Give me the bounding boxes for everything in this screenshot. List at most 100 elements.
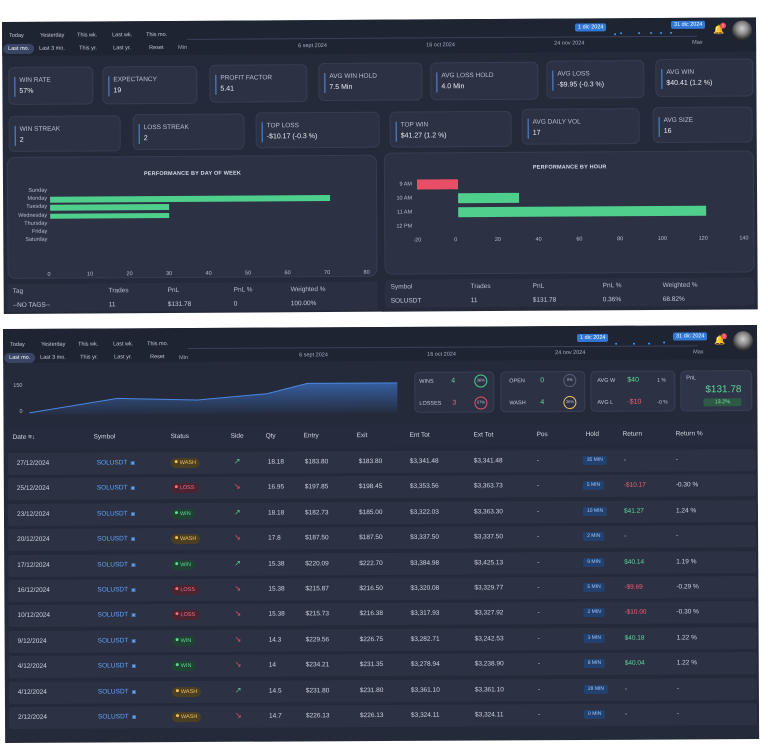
qty-column-header[interactable]: Qty xyxy=(265,432,276,440)
range-this-week-button[interactable]: This wk. xyxy=(78,341,99,348)
timeline-track[interactable] xyxy=(187,35,698,40)
return-column-header[interactable]: Return xyxy=(622,430,643,438)
return-pct-cell: 1.22 % xyxy=(676,634,697,642)
pnl-header: PnL xyxy=(532,282,545,290)
range-last-3-months-button[interactable]: Last 3 mo. xyxy=(40,354,66,361)
return-pct-column-header[interactable]: Return % xyxy=(675,430,703,438)
symbol-link[interactable]: SOLUSDT ▣ xyxy=(97,586,135,593)
chart-link-icon[interactable]: ▣ xyxy=(130,511,136,518)
avatar[interactable] xyxy=(733,331,754,352)
range-this-year-button[interactable]: This yr. xyxy=(80,354,98,361)
table-row[interactable]: 9/12/2024 SOLUSDT ▣ WIN ↘ 14.3 $229.56 $226.75 $… xyxy=(8,626,757,653)
symbol-link[interactable]: SOLUSDT ▣ xyxy=(97,510,135,517)
chart-link-icon[interactable]: ▣ xyxy=(131,612,136,619)
range-last-month-button[interactable]: Last mo. xyxy=(4,352,36,363)
symbol-link[interactable]: SOLUSDT ▣ xyxy=(98,662,137,670)
entry-cell: $215.73 xyxy=(305,610,330,618)
range-yesterday-button[interactable]: Yesterday xyxy=(41,341,66,348)
tag-header: Tag xyxy=(12,287,24,295)
avg-win-loss-card: AVG W $40 1 % AVG L -$10 -0 % xyxy=(590,370,676,412)
table-row[interactable]: 16/12/2024 SOLUSDT ▣ LOSS ↘ 15.38 $215.87 $216.… xyxy=(8,576,757,602)
open-wash-card: OPEN 0 0% WASH 4 36% xyxy=(500,370,586,413)
card-accent xyxy=(527,118,529,139)
metric-card: AVG SIZE 16 xyxy=(652,106,753,144)
range-last-month-button[interactable]: Last mo. xyxy=(3,43,35,54)
table-row[interactable]: 4/12/2024 SOLUSDT ▣ WIN ↘ 14 $234.21 $231.35 $3,… xyxy=(8,652,757,679)
hour-label: 11 AM xyxy=(396,209,413,216)
chart-link-icon[interactable]: ▣ xyxy=(130,460,136,467)
table-row[interactable]: 17/12/2024 SOLUSDT ▣ WIN ↗ 15.38 $220.09 $222.7… xyxy=(8,550,757,577)
entry-total-column-header[interactable]: Ent Tot xyxy=(409,431,430,439)
table-row[interactable]: 25/12/2024 SOLUSDT ▣ LOSS ↘ 16.95 $197.85 $198.… xyxy=(7,474,756,501)
symbol-link[interactable]: SOLUSDT ▣ xyxy=(98,688,136,695)
range-yesterday-button[interactable]: Yesterday xyxy=(40,32,65,39)
date-cell: 20/12/2024 xyxy=(17,535,50,544)
range-last-year-button[interactable]: Last yr. xyxy=(113,45,131,52)
chart-link-icon[interactable]: ▣ xyxy=(130,561,136,568)
side-column-header[interactable]: Side xyxy=(230,432,244,440)
chart-link-icon[interactable]: ▣ xyxy=(131,688,137,695)
table-row[interactable]: 4/12/2024 SOLUSDT ▣ WASH ↗ 14.5 $231.80 $231.80… xyxy=(8,677,757,704)
table-row[interactable]: 2/12/2024 SOLUSDT ▣ WASH ↘ 14.7 $226.13 $226.13… xyxy=(8,703,758,729)
table-row[interactable]: 20/12/2024 SOLUSDT ▣ WASH ↘ 17.8 $187.50 $187.5… xyxy=(8,525,757,552)
exit-total-column-header[interactable]: Ext Tot xyxy=(473,431,494,439)
range-this-year-button[interactable]: This yr. xyxy=(79,45,97,52)
exit-total-cell: $3,363.30 xyxy=(473,508,503,516)
trend-down-icon: ↘ xyxy=(234,583,242,593)
symbol-link[interactable]: SOLUSDT ▣ xyxy=(98,637,136,644)
date-column-header[interactable]: Date ≡↓ xyxy=(13,434,36,441)
chart-link-icon[interactable]: ▣ xyxy=(131,714,137,721)
trend-down-icon: ↘ xyxy=(234,609,242,619)
return-pct-cell: -0.30 % xyxy=(675,481,699,489)
pos-column-header[interactable]: Pos xyxy=(536,431,548,439)
range-last-year-button[interactable]: Last yr. xyxy=(114,354,132,361)
avatar[interactable] xyxy=(732,20,753,41)
chart-link-icon[interactable]: ▣ xyxy=(131,587,136,594)
range-this-week-button[interactable]: This wk. xyxy=(77,32,98,39)
symbol-label: SOLUSDT xyxy=(96,484,128,492)
return-pct-cell: - xyxy=(677,710,680,718)
reset-button[interactable]: Reset xyxy=(150,354,165,361)
table-row[interactable]: 27/12/2024 SOLUSDT ▣ WASH ↗ 18.18 $183.80 $183.… xyxy=(7,449,756,475)
sort-icon[interactable]: ≡↓ xyxy=(28,433,36,441)
timeline-end-handle[interactable]: 31 dic 2024 xyxy=(673,332,708,341)
metric-label: LOSS STREAK xyxy=(143,123,189,132)
timeline-start-handle[interactable]: 1 dic 2024 xyxy=(575,23,607,32)
symbol-link[interactable]: SOLUSDT ▣ xyxy=(98,713,136,720)
range-last-week-button[interactable]: Last wk. xyxy=(112,32,133,39)
chart-link-icon[interactable]: ▣ xyxy=(131,663,137,670)
day-label: Friday xyxy=(31,228,48,235)
date-cell: 2/12/2024 xyxy=(18,713,47,721)
status-column-header[interactable]: Status xyxy=(170,433,190,441)
symbol-link[interactable]: SOLUSDT ▣ xyxy=(97,535,136,543)
timeline-end-handle[interactable]: 31 dic 2024 xyxy=(671,20,706,29)
symbol-column-header[interactable]: Symbol xyxy=(93,433,116,441)
reset-button[interactable]: Reset xyxy=(149,45,164,52)
symbol-link[interactable]: SOLUSDT ▣ xyxy=(97,459,135,466)
table-row[interactable]: 23/12/2024 SOLUSDT ▣ WIN ↗ 18.18 $182.73 $185.0… xyxy=(7,499,757,526)
chart-link-icon[interactable]: ▣ xyxy=(131,638,137,645)
chart-link-icon[interactable]: ▣ xyxy=(130,536,136,543)
range-today-button[interactable]: Today xyxy=(9,32,24,39)
range-last-3-months-button[interactable]: Last 3 mo. xyxy=(39,45,65,52)
x-tick: 30 xyxy=(166,271,173,278)
symbol-link[interactable]: SOLUSDT ▣ xyxy=(97,561,135,568)
table-row[interactable]: 10/12/2024 SOLUSDT ▣ LOSS ↘ 15.38 $215.73 $216.… xyxy=(8,601,757,628)
entry-column-header[interactable]: Entry xyxy=(303,432,319,440)
range-today-button[interactable]: Today xyxy=(10,341,25,348)
exit-total-cell: $3,341.48 xyxy=(473,457,503,465)
losses-label: LOSSES xyxy=(419,400,442,407)
status-badge: WIN xyxy=(170,508,195,519)
timeline-marker xyxy=(648,342,651,345)
timeline-start-handle[interactable]: 1 dic 2024 xyxy=(577,333,609,342)
range-last-week-button[interactable]: Last wk. xyxy=(113,341,134,348)
range-this-month-button[interactable]: This mo. xyxy=(147,341,169,348)
symbol-link[interactable]: SOLUSDT ▣ xyxy=(97,485,135,492)
symbol-link[interactable]: SOLUSDT ▣ xyxy=(97,612,135,619)
range-this-month-button[interactable]: This mo. xyxy=(146,31,168,39)
exit-column-header[interactable]: Exit xyxy=(356,432,368,440)
timeline-track[interactable] xyxy=(188,345,699,350)
hold-column-header[interactable]: Hold xyxy=(585,430,599,438)
return-cell: -$10.17 xyxy=(623,482,646,490)
chart-link-icon[interactable]: ▣ xyxy=(130,485,136,492)
